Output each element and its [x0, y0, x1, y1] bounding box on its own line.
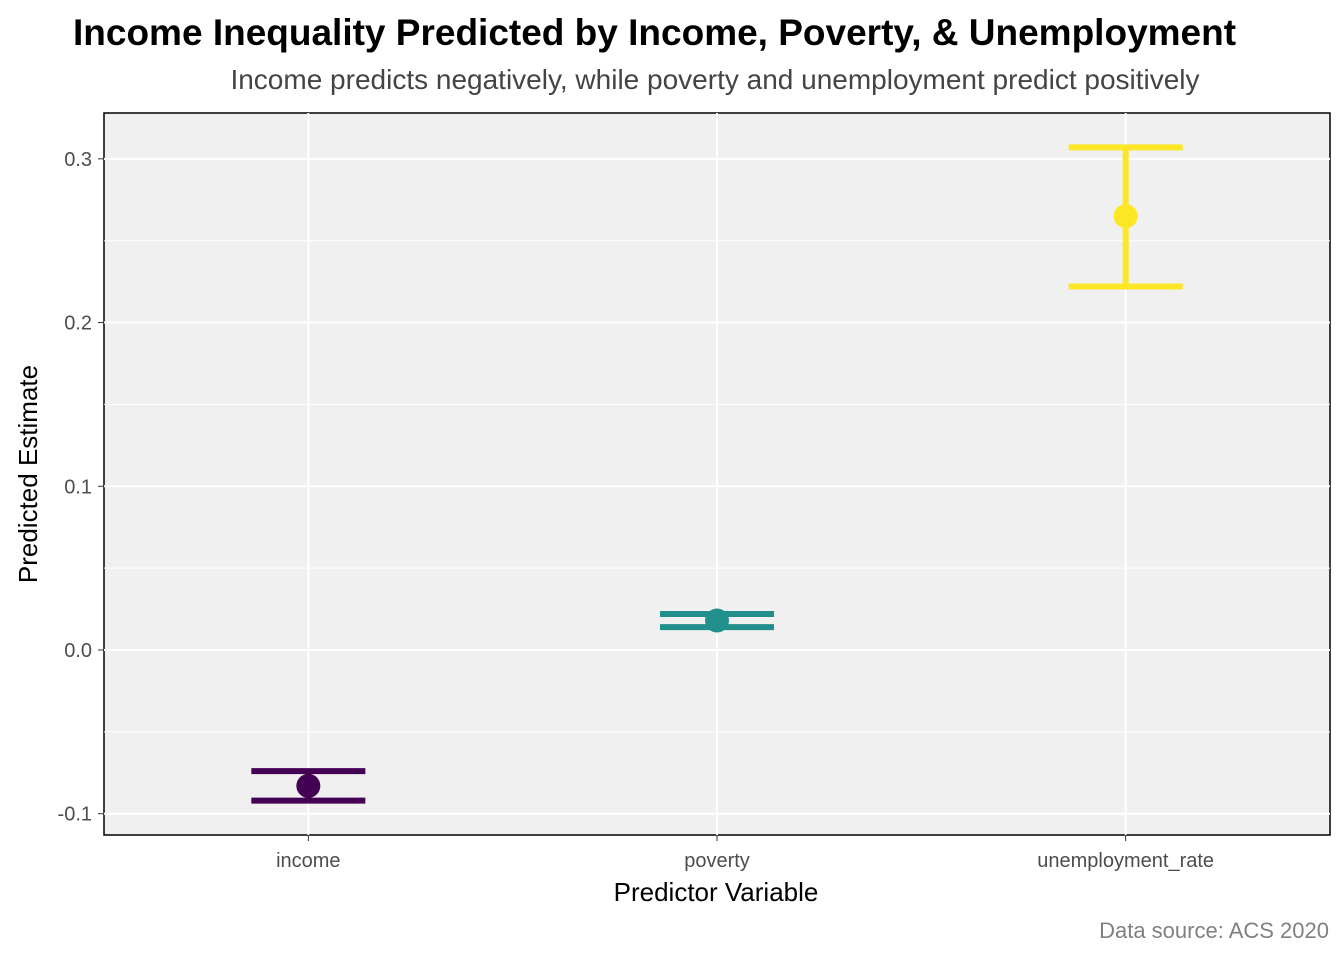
chart-caption: Data source: ACS 2020: [1099, 918, 1329, 943]
chart-marks: [251, 144, 1183, 804]
point-income: [296, 773, 321, 798]
point-unemployment_rate: [1113, 204, 1138, 229]
errorbar-income: [251, 768, 366, 804]
chart-title: Income Inequality Predicted by Income, P…: [73, 12, 1237, 53]
x-axis-title: Predictor Variable: [614, 877, 819, 907]
errorbar-poverty: [660, 608, 774, 633]
x-axis-ticks: income poverty unemployment_rate: [276, 835, 1214, 872]
y-axis-title: Predicted Estimate: [13, 365, 43, 583]
y-axis-ticks: -0.1 0.0 0.1 0.2 0.3: [58, 149, 104, 826]
y-tick-label: 0.1: [64, 476, 92, 498]
point-poverty: [705, 608, 729, 633]
chart-subtitle: Income predicts negatively, while povert…: [230, 64, 1200, 95]
x-tick-label: income: [276, 850, 340, 872]
x-tick-label: poverty: [684, 850, 750, 872]
y-tick-label: 0.2: [64, 313, 92, 335]
y-tick-label: -0.1: [58, 804, 92, 826]
y-tick-label: 0.0: [64, 640, 92, 662]
errorbar-unemployment_rate: [1068, 144, 1183, 290]
x-tick-label: unemployment_rate: [1037, 850, 1214, 872]
y-tick-label: 0.3: [64, 149, 92, 171]
